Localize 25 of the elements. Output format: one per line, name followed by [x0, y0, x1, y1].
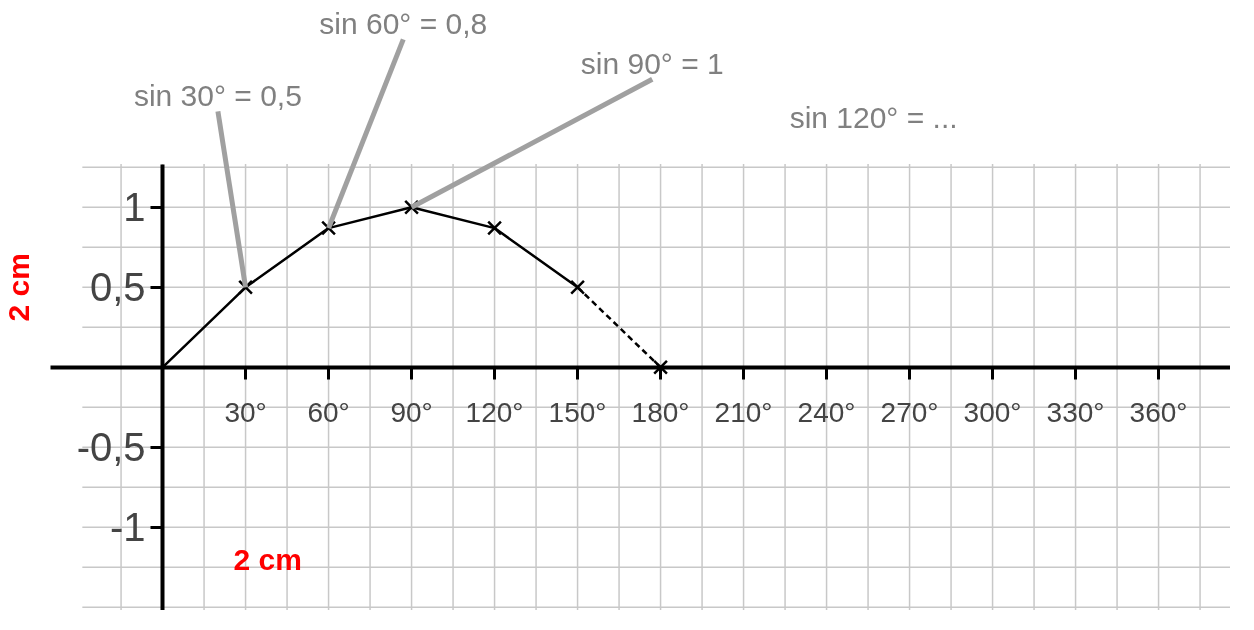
x-tick-label: 120°	[465, 397, 524, 429]
text: 2 cm	[2, 253, 36, 322]
point	[569, 279, 586, 295]
x-tick-label: 60°	[307, 397, 350, 429]
x-tick-label: 180°	[631, 397, 690, 429]
y-tick-label: -1	[110, 505, 146, 550]
y-tick-label: 0,5	[89, 265, 146, 310]
x-tick-label: 210°	[714, 397, 773, 429]
point	[486, 220, 503, 236]
y-tick-label: 1	[123, 185, 146, 230]
x-tick-label: 30°	[224, 397, 267, 429]
annotation: sin 30° = 0,5	[133, 78, 302, 112]
x-tick-label: 240°	[797, 397, 856, 429]
x-tick-label: 150°	[548, 397, 607, 429]
annotation: 2 cm	[233, 542, 302, 576]
y-tick-label: -0,5	[76, 425, 146, 470]
x-tick-label: 360°	[1129, 397, 1188, 429]
annotation: sin 60° = 0,8	[319, 6, 488, 40]
x-tick-label: 270°	[880, 397, 939, 429]
x-tick-label: 300°	[963, 397, 1022, 429]
point	[652, 359, 669, 375]
x-tick-label: 90°	[390, 397, 433, 429]
text: sin 120° = ...	[789, 101, 958, 135]
x-tick-label: 330°	[1046, 397, 1105, 429]
annotation: sin 90° = 1	[580, 46, 724, 80]
